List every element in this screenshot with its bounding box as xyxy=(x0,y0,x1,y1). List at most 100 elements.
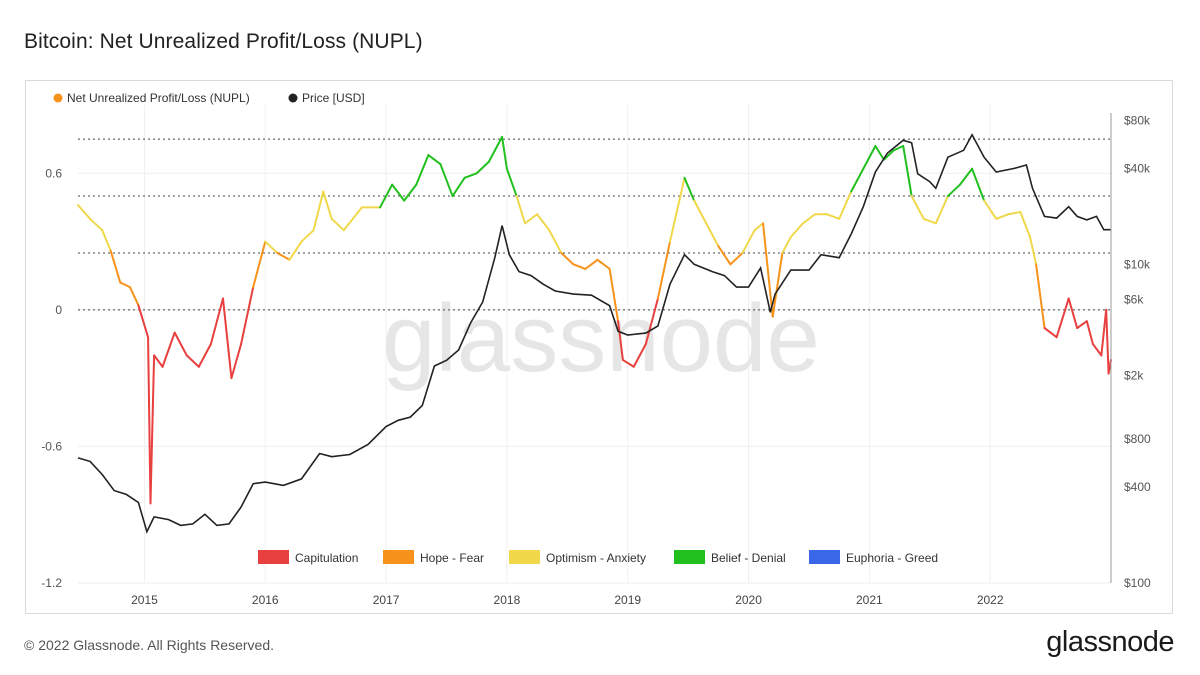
nupl-segment xyxy=(439,163,454,198)
nupl-segment xyxy=(276,251,291,261)
zone-legend-item[interactable]: Capitulation xyxy=(258,550,358,565)
x-axis-tick-label: 2020 xyxy=(735,593,762,607)
nupl-segment xyxy=(501,135,508,170)
nupl-segment xyxy=(209,297,224,345)
nupl-segment xyxy=(946,183,961,198)
x-axis-tick-label: 2021 xyxy=(856,593,883,607)
zone-label: Optimism - Anxiety xyxy=(546,551,646,565)
nupl-segment xyxy=(572,263,587,270)
nupl-segment xyxy=(312,190,325,232)
nupl-segment xyxy=(826,213,841,220)
x-axis-ticks: 2015 2016 2017 2018 2019 2020 2021 2022 xyxy=(131,593,1004,607)
series-legend: Net Unrealized Profit/Loss (NUPL) Price [… xyxy=(53,91,365,105)
nupl-segment xyxy=(391,183,406,202)
zone-legend-item[interactable]: Belief - Denial xyxy=(674,550,786,565)
nupl-segment xyxy=(1043,327,1058,339)
nupl-segment xyxy=(771,251,784,318)
nupl-segment xyxy=(342,206,363,232)
zone-swatch xyxy=(258,550,289,564)
nupl-segment xyxy=(621,358,635,368)
nupl-segment xyxy=(801,213,816,225)
nupl-segment xyxy=(584,258,599,270)
nupl-segment xyxy=(322,190,333,220)
zone-legend-item[interactable]: Hope - Fear xyxy=(383,550,484,565)
nupl-segment xyxy=(415,154,430,186)
nupl-segment xyxy=(693,199,708,225)
nupl-segment xyxy=(560,251,575,266)
left-axis-tick-label: 0.6 xyxy=(45,166,62,180)
left-axis-tick-label: -1.2 xyxy=(41,576,62,590)
nupl-segment xyxy=(717,245,732,266)
nupl-segment xyxy=(617,320,624,361)
nupl-segment xyxy=(119,281,131,289)
right-axis-ticks: $80k $40k $10k $6k $2k $800 $400 $100 xyxy=(1124,113,1151,590)
nupl-chart: glassnode 0.6 0 -0.6 -1.2 $80k $40k $10k $6k $2… xyxy=(41,91,1151,607)
series-legend-item[interactable]: Net Unrealized Profit/Loss (NUPL) xyxy=(53,91,250,105)
nupl-segment xyxy=(1105,308,1110,375)
zone-legend-item[interactable]: Optimism - Anxiety xyxy=(509,550,646,565)
nupl-segment xyxy=(1055,297,1070,339)
nupl-segment xyxy=(536,213,551,232)
zone-label: Belief - Denial xyxy=(711,551,786,565)
nupl-segment xyxy=(882,149,895,161)
nupl-segment xyxy=(1076,320,1088,330)
nupl-segment xyxy=(1019,210,1032,239)
nupl-segment xyxy=(288,240,303,261)
left-axis-tick-label: 0 xyxy=(55,303,62,317)
nupl-segment xyxy=(862,144,877,170)
nupl-segment xyxy=(910,195,925,220)
nupl-segment xyxy=(137,304,150,339)
right-axis-tick-label: $6k xyxy=(1124,293,1144,307)
nupl-segment xyxy=(451,176,466,198)
nupl-segment xyxy=(463,172,478,179)
nupl-segment xyxy=(971,167,986,202)
series-legend-item[interactable]: Price [USD] xyxy=(288,91,365,105)
copyright-text: © 2022 Glassnode. All Rights Reserved. xyxy=(24,637,275,653)
x-axis-tick-label: 2019 xyxy=(614,593,641,607)
nupl-segment xyxy=(934,195,949,225)
left-axis-ticks: 0.6 0 -0.6 -1.2 xyxy=(41,166,62,590)
nupl-segment xyxy=(548,229,563,254)
legend-dot-icon xyxy=(288,93,298,103)
nupl-segment xyxy=(161,331,176,368)
nupl-segment xyxy=(524,213,539,225)
nupl-segment xyxy=(669,176,686,243)
nupl-segment xyxy=(683,176,696,202)
nupl-segment xyxy=(892,144,905,152)
x-axis-tick-label: 2017 xyxy=(373,593,400,607)
nupl-segment xyxy=(850,167,865,193)
nupl-segment xyxy=(1035,263,1046,330)
nupl-segment xyxy=(487,135,504,163)
reference-lines xyxy=(78,138,1111,311)
nupl-segment xyxy=(838,190,853,220)
watermark: glassnode xyxy=(382,285,820,392)
legend-dot-icon xyxy=(53,93,63,103)
nupl-segment xyxy=(789,222,804,239)
nupl-segment xyxy=(729,251,744,266)
x-axis-tick-label: 2022 xyxy=(977,593,1004,607)
nupl-segment xyxy=(596,258,611,270)
price-series-line xyxy=(77,133,1111,534)
right-axis-tick-label: $800 xyxy=(1124,432,1151,446)
nupl-segment xyxy=(902,144,913,198)
nupl-segment xyxy=(705,222,720,248)
zone-legend-item[interactable]: Euphoria - Greed xyxy=(809,550,938,565)
nupl-segment xyxy=(128,286,140,307)
nupl-segment xyxy=(230,343,243,380)
nupl-segment xyxy=(101,229,112,252)
nupl-segment xyxy=(505,167,518,198)
page-title: Bitcoin: Net Unrealized Profit/Loss (NUP… xyxy=(24,30,423,53)
glassnode-logo[interactable]: glassnode xyxy=(1046,626,1174,658)
nupl-segment xyxy=(608,267,620,323)
right-axis-tick-label: $80k xyxy=(1124,113,1151,127)
right-axis-tick-label: $2k xyxy=(1124,369,1144,383)
zone-label: Hope - Fear xyxy=(420,551,484,565)
zone-legend: Capitulation Hope - Fear Optimism - Anxiet… xyxy=(258,550,938,565)
nupl-segment xyxy=(173,331,188,357)
nupl-segment xyxy=(644,297,659,345)
nupl-segment xyxy=(240,286,255,345)
nupl-segment xyxy=(197,343,212,368)
nupl-segment xyxy=(1085,320,1094,345)
nupl-segment xyxy=(515,195,527,225)
zone-swatch xyxy=(509,550,540,564)
